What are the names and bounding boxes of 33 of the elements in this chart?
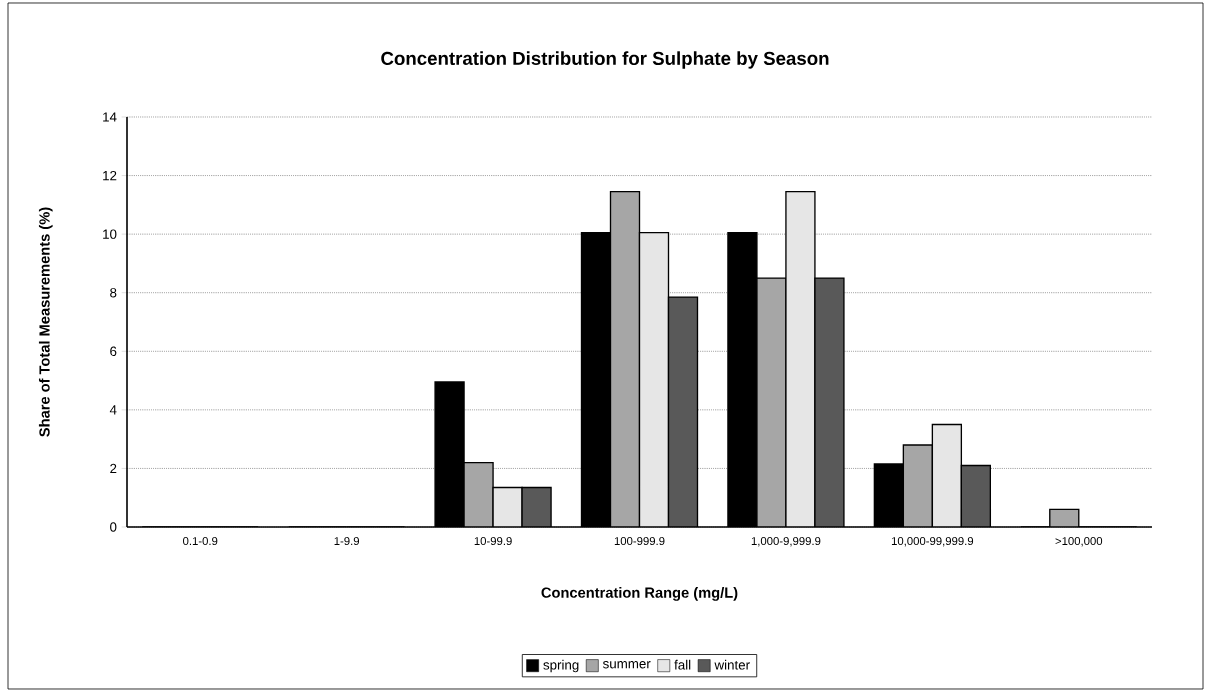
bar [639,232,669,527]
y-tick-label: 0 [110,522,117,532]
x-tick-label: 10,000-99,999.9 [891,537,974,547]
legend-label: summer [602,661,651,669]
y-tick-label: 6 [110,346,117,356]
x-tick-label: 1,000-9,999.9 [751,537,821,547]
x-tick-label: 100-999.9 [614,537,665,546]
y-tick-label: 4 [109,405,117,415]
y-tick-label: 12 [103,170,117,181]
legend-label: fall [674,659,691,670]
y-tick-label: 8 [110,288,117,298]
y-tick-label: 14 [103,112,117,122]
x-axis-title: Concentration Range (mg/L) [541,587,738,601]
bar [903,445,933,527]
bar [756,278,786,527]
y-tick-label: 2 [110,463,117,474]
bar [785,191,815,527]
y-tick-label: 10 [103,229,117,239]
bar [668,297,698,527]
chart-title: Concentration Distribution for Sulphate by Season [381,51,829,69]
legend-label: spring [543,659,579,673]
x-tick-label: 0.1-0.9 [183,537,218,546]
y-axis-title: Share of Total Measurements (%) [38,207,53,437]
legend-label: winter [714,659,750,670]
x-tick-label: 10-99.9 [474,537,512,546]
bar [522,487,552,527]
x-tick-label: 1-9.9 [334,537,360,546]
bar [814,278,844,527]
x-tick-label: >100,000 [1055,537,1103,547]
bar [464,462,494,527]
bar [961,465,991,527]
bar [610,191,640,527]
bar [932,424,962,527]
